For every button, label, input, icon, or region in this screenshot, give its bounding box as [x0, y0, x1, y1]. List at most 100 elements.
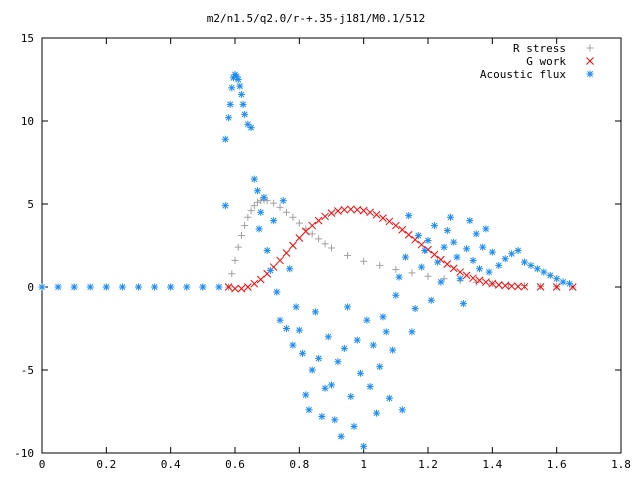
plot-frame	[41, 37, 622, 454]
data-point	[469, 256, 477, 264]
data-point	[475, 265, 483, 273]
data-point	[289, 341, 297, 349]
data-point	[411, 235, 419, 244]
data-point	[282, 325, 290, 332]
data-point	[228, 270, 236, 278]
data-point	[321, 384, 329, 392]
data-point	[376, 363, 384, 371]
data-point	[247, 207, 255, 215]
data-point	[340, 205, 349, 214]
data-point	[241, 222, 249, 230]
y-tick-label: -10	[14, 447, 34, 460]
data-point	[440, 243, 448, 251]
data-point	[331, 416, 339, 424]
data-point	[295, 234, 304, 242]
data-point	[379, 214, 387, 222]
data-point	[488, 279, 497, 288]
data-point	[447, 213, 455, 221]
x-tick-label: 1.4	[482, 458, 502, 471]
data-point	[321, 240, 329, 248]
data-point	[250, 279, 259, 288]
data-point	[327, 209, 336, 217]
data-point	[266, 266, 274, 274]
x-tick-label: 1.2	[418, 458, 438, 471]
data-point	[256, 275, 265, 284]
data-point	[228, 84, 236, 92]
data-point	[482, 278, 490, 287]
data-point	[199, 283, 207, 291]
data-point	[276, 203, 284, 211]
data-point	[263, 197, 271, 205]
y-tick-label: 0	[27, 281, 34, 294]
data-point	[273, 288, 281, 296]
data-point	[421, 246, 429, 254]
data-point	[270, 199, 278, 207]
data-point	[472, 230, 480, 238]
data-point	[521, 282, 528, 290]
data-point	[360, 442, 368, 450]
data-point	[449, 264, 458, 273]
x-tick-label: 0.4	[161, 458, 181, 471]
data-point	[434, 258, 442, 266]
data-point	[346, 205, 355, 214]
data-point	[379, 313, 387, 321]
legend-marker	[586, 70, 594, 78]
series-1	[224, 205, 577, 293]
data-point	[350, 422, 358, 430]
data-point	[237, 232, 245, 240]
data-point	[366, 383, 374, 391]
data-point	[466, 217, 474, 225]
data-point	[443, 260, 452, 268]
data-point	[376, 261, 384, 269]
data-point	[289, 241, 297, 250]
data-point	[255, 225, 263, 233]
data-point	[533, 265, 541, 273]
data-point	[427, 296, 435, 304]
data-point	[282, 208, 290, 216]
data-point	[418, 263, 426, 271]
data-point	[495, 261, 503, 269]
data-point	[135, 283, 142, 291]
data-point	[86, 283, 94, 291]
data-point	[453, 253, 461, 261]
data-point	[254, 187, 262, 195]
data-point	[257, 197, 265, 205]
data-point	[54, 283, 62, 291]
data-point	[302, 391, 310, 399]
data-point	[118, 283, 126, 291]
data-point	[430, 222, 438, 230]
data-point	[314, 216, 323, 225]
data-point	[501, 281, 510, 290]
data-point	[392, 291, 400, 299]
data-point	[373, 409, 381, 417]
legend-label: G work	[526, 55, 566, 68]
data-point	[344, 303, 352, 311]
y-tick-label: 5	[27, 198, 34, 211]
data-point	[239, 100, 247, 108]
data-point	[241, 110, 249, 118]
data-point	[215, 283, 223, 291]
data-point	[295, 219, 303, 227]
data-point	[328, 381, 335, 389]
data-point	[536, 282, 545, 291]
data-point	[340, 344, 348, 352]
data-point	[286, 265, 294, 273]
data-point	[363, 316, 371, 324]
x-tick-label: 1.8	[611, 458, 631, 471]
data-point	[475, 276, 484, 285]
data-point	[244, 120, 252, 128]
data-point	[414, 232, 422, 240]
data-point	[369, 341, 377, 349]
legend-marker	[586, 57, 594, 65]
data-point	[167, 283, 175, 291]
data-point	[321, 212, 329, 221]
axis-ticks: 0 0.2 0.4 0.6 0.8 1 1.2 1.4 1.6 1.8 15 10 5 0 -5 -10	[14, 32, 631, 471]
data-point	[334, 207, 342, 215]
data-point	[237, 284, 246, 293]
data-point	[353, 336, 361, 344]
data-point	[347, 393, 355, 401]
data-point	[231, 284, 239, 293]
legend-marker	[586, 44, 594, 52]
data-point	[404, 230, 413, 239]
data-point	[102, 283, 110, 291]
